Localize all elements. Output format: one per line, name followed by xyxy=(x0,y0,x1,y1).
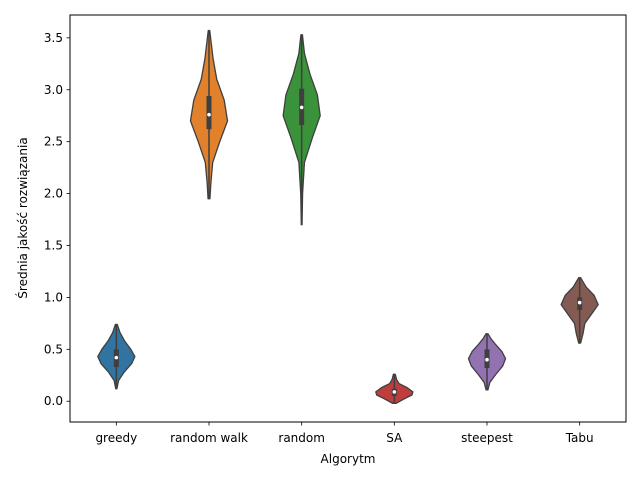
violins-group xyxy=(97,29,599,404)
y-axis-label: Średnia jakość rozwiązania xyxy=(15,137,30,298)
x-tick-label: greedy xyxy=(95,431,137,445)
x-tick-label: random xyxy=(278,431,325,445)
violin-median-point xyxy=(577,300,582,305)
violin-median-point xyxy=(392,390,397,394)
y-tick-label: 2.5 xyxy=(44,135,63,149)
violin-median-point xyxy=(114,355,119,360)
x-tick-label: SA xyxy=(386,431,403,445)
violin-random-walk xyxy=(189,29,229,200)
x-axis: greedy random walk random SA steepest Tabu xyxy=(95,422,594,445)
violin-greedy xyxy=(97,323,136,390)
violin-tabu xyxy=(560,277,599,344)
y-tick-label: 3.0 xyxy=(44,83,63,97)
y-tick-label: 2.0 xyxy=(44,187,63,201)
x-tick-label: steepest xyxy=(461,431,513,445)
y-tick-label: 1.5 xyxy=(44,238,63,252)
violin-median-point xyxy=(299,105,304,110)
violin-steepest xyxy=(467,333,507,391)
axes-frame xyxy=(69,14,627,423)
x-axis-label: Algorytm xyxy=(321,452,376,466)
y-tick-label: 0.5 xyxy=(44,342,63,356)
violin-sa xyxy=(375,373,414,404)
violin-median-point xyxy=(207,112,211,117)
y-tick-label: 1.0 xyxy=(44,290,63,304)
violin-random xyxy=(282,34,321,226)
violin-median-point xyxy=(485,357,489,362)
x-tick-label: random walk xyxy=(170,431,248,445)
y-axis: 0.0 0.5 1.0 1.5 2.0 2.5 3.0 3.5 xyxy=(44,31,70,408)
x-tick-label: Tabu xyxy=(565,431,594,445)
y-tick-label: 0.0 xyxy=(44,394,63,408)
y-tick-label: 3.5 xyxy=(44,31,63,45)
